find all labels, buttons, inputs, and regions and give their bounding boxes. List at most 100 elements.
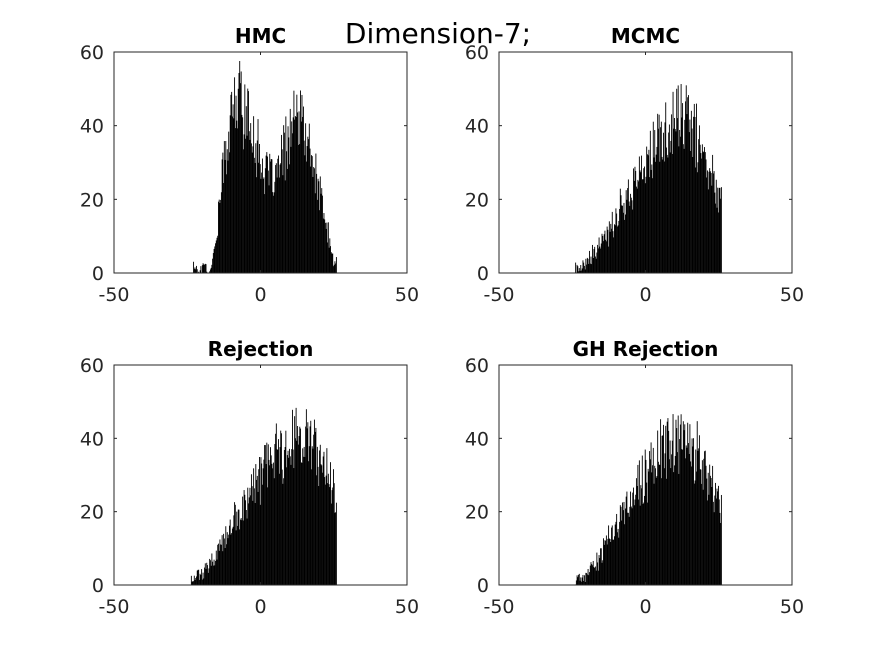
histogram-bar <box>668 132 670 273</box>
histogram-bar <box>698 125 700 273</box>
histogram-bar <box>677 118 678 273</box>
y-tick-label: 20 <box>465 502 489 524</box>
histogram-bar <box>205 568 207 585</box>
histogram-bar <box>665 425 667 585</box>
histogram-bar <box>316 475 318 585</box>
histogram-bar <box>630 491 632 585</box>
histogram-bar <box>241 114 243 273</box>
histogram-bar <box>308 461 310 585</box>
histogram-bar <box>715 179 717 273</box>
histogram-bar <box>225 526 227 585</box>
histogram-bar <box>278 177 280 273</box>
histogram-bar <box>600 243 602 273</box>
histogram-bar <box>720 187 722 273</box>
histogram-bar <box>681 449 683 585</box>
histogram-bar <box>295 407 297 585</box>
histogram-bar <box>625 496 627 585</box>
histogram-bar <box>659 161 661 273</box>
histogram-bar <box>297 444 299 585</box>
histogram-bar <box>666 421 668 585</box>
histogram-bar <box>694 116 696 274</box>
histogram-bar <box>617 528 619 585</box>
histogram-bar <box>719 512 721 585</box>
histogram-bar <box>196 576 197 585</box>
histogram-bar <box>214 246 216 273</box>
histogram-bar <box>310 166 312 273</box>
histogram-bar <box>609 539 611 585</box>
histogram-bar <box>679 424 681 585</box>
histogram-bar <box>707 189 709 273</box>
histogram-bar <box>258 162 260 273</box>
histogram-bar <box>304 155 306 273</box>
histogram-bar <box>256 140 258 273</box>
histogram-bar <box>712 173 714 273</box>
histogram-bar <box>660 121 662 274</box>
histogram-bar <box>581 270 582 273</box>
histogram-bar <box>593 567 595 585</box>
histogram-bar <box>716 207 718 273</box>
histogram-bar <box>594 567 596 585</box>
histogram-bar <box>211 553 213 585</box>
histogram-bar <box>234 504 236 585</box>
histogram-bar <box>674 456 676 585</box>
histogram-bar <box>259 164 261 273</box>
histogram-bar <box>620 195 622 273</box>
histogram-bar <box>309 426 311 585</box>
histogram-bar <box>655 161 656 273</box>
histogram-bar <box>316 173 318 273</box>
histogram-bar <box>688 132 690 273</box>
histogram-bar <box>330 252 332 273</box>
histogram-bar <box>582 574 584 585</box>
histogram-bar <box>229 152 230 273</box>
histogram-bar <box>660 478 662 585</box>
histogram-bar <box>234 77 236 273</box>
histogram-bar <box>307 136 309 273</box>
histogram-bar <box>606 226 608 273</box>
histogram-bar <box>690 466 692 585</box>
histogram-bar <box>695 167 697 273</box>
histogram-bar <box>326 448 328 585</box>
histogram-bar <box>622 510 624 585</box>
histogram-bar <box>242 149 244 273</box>
histogram-bar <box>322 472 323 585</box>
histogram-bar <box>201 569 203 585</box>
histogram-bar <box>673 128 675 273</box>
histogram-bar <box>258 469 260 585</box>
histogram-bar <box>717 491 719 585</box>
histogram-bar <box>614 225 616 273</box>
histogram-bar <box>650 169 652 273</box>
histogram-bar <box>623 202 625 273</box>
histogram-bar <box>214 565 216 585</box>
histogram-bar <box>657 461 659 585</box>
histogram-bar <box>593 249 595 273</box>
histogram-bar <box>307 422 309 585</box>
histogram-bar <box>667 157 669 273</box>
bars-hmc <box>193 61 337 274</box>
histogram-bar <box>703 458 705 585</box>
histogram-bar <box>200 266 202 273</box>
histogram-bar <box>275 165 277 273</box>
histogram-bar <box>626 491 628 585</box>
histogram-bar <box>618 537 620 585</box>
histogram-bar <box>262 468 264 585</box>
histogram-bar <box>282 483 284 585</box>
y-tick-label: 40 <box>80 428 104 450</box>
histogram-bar <box>668 430 670 585</box>
histogram-bar <box>318 181 320 273</box>
x-tick-label: -50 <box>483 596 514 618</box>
histogram-bar <box>198 579 200 585</box>
histogram-bar <box>305 161 307 273</box>
histogram-bar <box>306 146 308 273</box>
y-tick-label: 60 <box>80 355 104 377</box>
histogram-bar <box>254 162 256 273</box>
histogram-bar <box>709 168 711 273</box>
histogram-bar <box>270 447 271 585</box>
subplot-title: MCMC <box>611 24 680 48</box>
y-tick-label: 40 <box>465 428 489 450</box>
histogram-bar <box>205 264 207 273</box>
y-tick-label: 60 <box>465 355 489 377</box>
histogram-bar <box>215 240 217 273</box>
histogram-bar <box>604 540 606 585</box>
histogram-bar <box>649 177 651 273</box>
